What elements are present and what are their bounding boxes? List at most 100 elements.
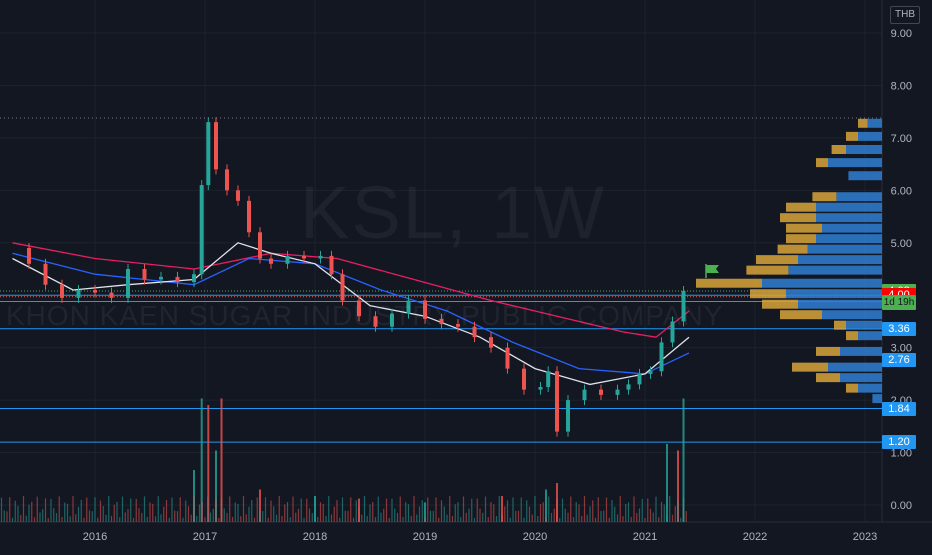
volume-bar (176, 511, 179, 522)
volume-bar (407, 504, 410, 522)
candle-body (247, 200, 251, 233)
candle-body (582, 389, 587, 401)
volume-bar (559, 517, 561, 522)
volume-bar (427, 497, 429, 522)
volume-bar (36, 496, 38, 522)
volume-bar (462, 496, 465, 522)
volume-bar (405, 502, 407, 522)
volume-bar (658, 517, 660, 522)
volume-bar (201, 501, 203, 522)
volume-bar (204, 517, 206, 522)
volume-bar (0, 497, 3, 522)
volume-bar (471, 498, 473, 522)
volume-bar (149, 502, 151, 522)
candle-body (626, 384, 631, 390)
candle-body (522, 368, 526, 390)
volume-bar (182, 517, 184, 522)
volume-bar (592, 500, 594, 522)
volume-bar (344, 510, 346, 522)
volume-bar (3, 510, 5, 522)
volume-bar (9, 497, 11, 522)
volume-bar (355, 500, 357, 522)
volume-bar (638, 508, 641, 522)
volume-bar (6, 511, 8, 522)
volume-bar (504, 506, 506, 522)
volume-bar (537, 516, 539, 522)
volume-bar (660, 501, 663, 522)
volume-profile-bar-up (846, 145, 882, 154)
volume-bar (25, 515, 27, 522)
volume-bar (476, 498, 478, 522)
y-tick-label: 9.00 (891, 28, 912, 40)
volume-profile-bar-down (777, 244, 808, 254)
volume-profile-bar-up (867, 118, 882, 128)
volume-bar (251, 500, 253, 522)
volume-bar (185, 500, 187, 522)
volume-bar (44, 498, 47, 522)
volume-bar (396, 512, 399, 522)
volume-profile-bar-up (858, 383, 882, 393)
volume-bar (545, 517, 547, 522)
volume-bar (583, 496, 586, 522)
volume-bar (531, 514, 533, 522)
volume-bar (649, 508, 652, 522)
volume-bar (575, 502, 577, 522)
volume-bar (50, 498, 52, 522)
volume-bar (127, 509, 129, 522)
volume-bar (229, 496, 231, 522)
volume-profile-bar-down (846, 383, 858, 393)
candle-body (357, 300, 361, 317)
volume-bar (424, 502, 426, 522)
volume-bar (289, 517, 291, 522)
flag-icon[interactable] (704, 263, 722, 284)
volume-bar (72, 496, 74, 522)
volume-bar (366, 515, 368, 522)
volume-bar (479, 508, 481, 522)
candle-body (599, 389, 603, 395)
volume-bar (666, 444, 668, 522)
candle-body (659, 342, 664, 372)
volume-bar (171, 497, 173, 522)
volume-bar (677, 450, 679, 522)
volume-bar (633, 496, 635, 522)
volume-bar (278, 496, 280, 522)
volume-bar (311, 512, 313, 522)
volume-bar (336, 500, 338, 522)
volume-bar (259, 510, 261, 522)
volume-bar (83, 517, 85, 522)
candle-body (142, 269, 147, 280)
volume-bar (328, 496, 330, 522)
volume-bar (165, 499, 168, 522)
volume-bar (132, 517, 135, 522)
volume-bar (515, 510, 517, 522)
volume-bar (75, 514, 77, 522)
candle-body (670, 321, 675, 343)
volume-bar (130, 498, 132, 522)
volume-profile-bar-down (746, 265, 789, 275)
volume-bar (674, 506, 676, 522)
volume-bar (680, 517, 682, 522)
volume-bar (314, 496, 316, 522)
volume-bar (116, 501, 118, 522)
candle-body (681, 291, 686, 322)
volume-profile-bar-up (786, 289, 882, 299)
volume-profile-bar-up (798, 255, 882, 265)
volume-bar (322, 504, 324, 522)
volume-profile-bar-down (816, 158, 828, 168)
volume-bar (446, 514, 448, 522)
volume-profile-bar-up (807, 244, 882, 254)
volume-bars (0, 398, 687, 522)
volume-bar (619, 496, 621, 522)
volume-profile-bar-up (848, 171, 882, 181)
volume-bar (581, 515, 583, 522)
volume-bar (28, 504, 30, 522)
currency-button[interactable]: THB (890, 6, 920, 24)
volume-bar (682, 497, 685, 522)
volume-bar (215, 450, 217, 522)
volume-bar (339, 517, 341, 522)
volume-bar (124, 512, 126, 522)
time-axis[interactable]: 2016 2017 2018 2019 2020 2021 2022 2023 (83, 531, 877, 543)
volume-bar (451, 516, 454, 522)
